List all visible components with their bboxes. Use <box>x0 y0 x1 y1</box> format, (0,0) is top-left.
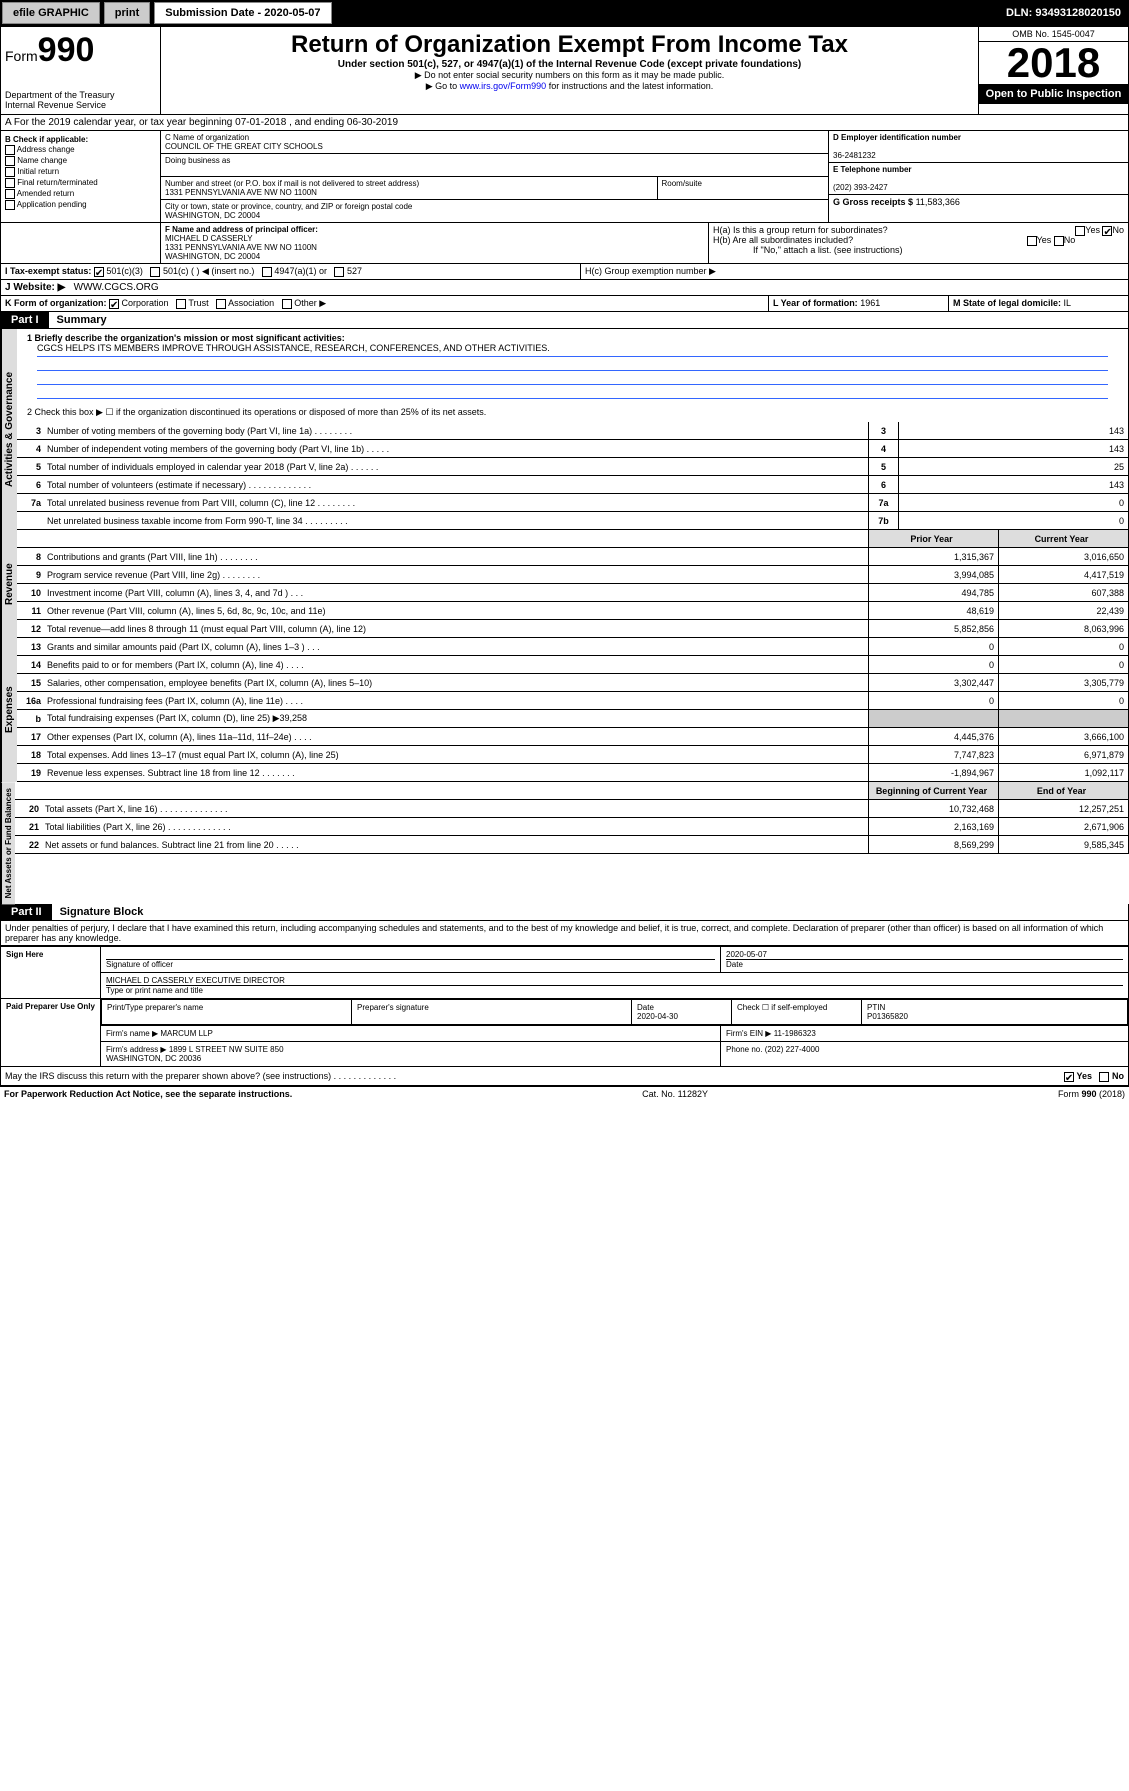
tax-year: 2018 <box>979 42 1128 84</box>
mission-text: CGCS HELPS ITS MEMBERS IMPROVE THROUGH A… <box>37 343 550 353</box>
summary-row: 22Net assets or fund balances. Subtract … <box>15 836 1129 854</box>
summary-row: 17Other expenses (Part IX, column (A), l… <box>17 728 1129 746</box>
part1-header: Part I Summary <box>0 312 1129 329</box>
top-bar: efile GRAPHIC print Submission Date - 20… <box>0 0 1129 26</box>
paid-preparer: Paid Preparer Use Only <box>1 999 101 1067</box>
print-btn[interactable]: print <box>104 2 150 24</box>
discuss-row: May the IRS discuss this return with the… <box>0 1067 1129 1086</box>
form-subtitle: Under section 501(c), 527, or 4947(a)(1)… <box>169 59 970 70</box>
summary-row: bTotal fundraising expenses (Part IX, co… <box>17 710 1129 728</box>
note-link: ▶ Go to www.irs.gov/Form990 for instruct… <box>169 81 970 92</box>
summary-row: 14Benefits paid to or for members (Part … <box>17 656 1129 674</box>
summary-row: 8Contributions and grants (Part VIII, li… <box>17 548 1129 566</box>
efile-btn[interactable]: efile GRAPHIC <box>2 2 100 24</box>
form-title: Return of Organization Exempt From Incom… <box>169 31 970 59</box>
tab-revenue: Revenue <box>1 530 17 638</box>
governance-section: Activities & Governance 1 Briefly descri… <box>0 329 1129 530</box>
signature-table: Sign Here Signature of officer 2020-05-0… <box>0 946 1129 1067</box>
form-header: Form990 Department of the Treasury Inter… <box>0 26 1129 115</box>
summary-row: 12Total revenue—add lines 8 through 11 (… <box>17 620 1129 638</box>
box-c: C Name of organizationCOUNCIL OF THE GRE… <box>161 131 828 222</box>
summary-row: Net unrelated business taxable income fr… <box>17 512 1129 530</box>
note-ssn: ▶ Do not enter social security numbers o… <box>169 70 970 81</box>
row-a: A For the 2019 calendar year, or tax yea… <box>0 115 1129 131</box>
header-grid: B Check if applicable: Address change Na… <box>0 131 1129 223</box>
summary-row: 18Total expenses. Add lines 13–17 (must … <box>17 746 1129 764</box>
summary-row: 6Total number of volunteers (estimate if… <box>17 476 1129 494</box>
row-j: J Website: ▶ WWW.CGCS.ORG <box>0 280 1129 296</box>
tab-governance: Activities & Governance <box>1 329 17 530</box>
netassets-section: Net Assets or Fund Balances Beginning of… <box>0 782 1129 904</box>
line2: 2 Check this box ▶ ☐ if the organization… <box>17 403 1129 422</box>
summary-row: 10Investment income (Part VIII, column (… <box>17 584 1129 602</box>
summary-row: 7aTotal unrelated business revenue from … <box>17 494 1129 512</box>
summary-row: 11Other revenue (Part VIII, column (A), … <box>17 602 1129 620</box>
row-klm: K Form of organization: Corporation Trus… <box>0 296 1129 312</box>
dln: DLN: 93493128020150 <box>1006 7 1127 19</box>
row-i: I Tax-exempt status: 501(c)(3) 501(c) ( … <box>0 264 1129 280</box>
summary-row: 20Total assets (Part X, line 16) . . . .… <box>15 800 1129 818</box>
summary-row: 3Number of voting members of the governi… <box>17 422 1129 440</box>
irs-link[interactable]: www.irs.gov/Form990 <box>460 81 547 91</box>
box-b: B Check if applicable: Address change Na… <box>1 131 161 222</box>
summary-row: 15Salaries, other compensation, employee… <box>17 674 1129 692</box>
summary-row: 13Grants and similar amounts paid (Part … <box>17 638 1129 656</box>
box-de: D Employer identification number36-24812… <box>828 131 1128 222</box>
perjury: Under penalties of perjury, I declare th… <box>0 921 1129 946</box>
open-public: Open to Public Inspection <box>979 84 1128 104</box>
summary-row: 9Program service revenue (Part VIII, lin… <box>17 566 1129 584</box>
submission-date: Submission Date - 2020-05-07 <box>154 2 331 24</box>
summary-row: 16aProfessional fundraising fees (Part I… <box>17 692 1129 710</box>
sign-here: Sign Here <box>1 947 101 999</box>
tab-netassets: Net Assets or Fund Balances <box>1 782 15 904</box>
expenses-section: Expenses 13Grants and similar amounts pa… <box>0 638 1129 782</box>
footer: For Paperwork Reduction Act Notice, see … <box>0 1086 1129 1101</box>
tab-expenses: Expenses <box>1 638 17 782</box>
summary-row: 21Total liabilities (Part X, line 26) . … <box>15 818 1129 836</box>
part2-header: Part II Signature Block <box>0 904 1129 921</box>
revenue-section: Revenue Prior YearCurrent Year 8Contribu… <box>0 530 1129 638</box>
summary-row: 19Revenue less expenses. Subtract line 1… <box>17 764 1129 782</box>
summary-row: 4Number of independent voting members of… <box>17 440 1129 458</box>
row-fh: F Name and address of principal officer:… <box>0 223 1129 264</box>
line1-label: 1 Briefly describe the organization's mi… <box>27 333 345 343</box>
form-number: Form990 <box>5 31 156 70</box>
summary-row: 5Total number of individuals employed in… <box>17 458 1129 476</box>
dept: Department of the Treasury Internal Reve… <box>5 90 156 110</box>
